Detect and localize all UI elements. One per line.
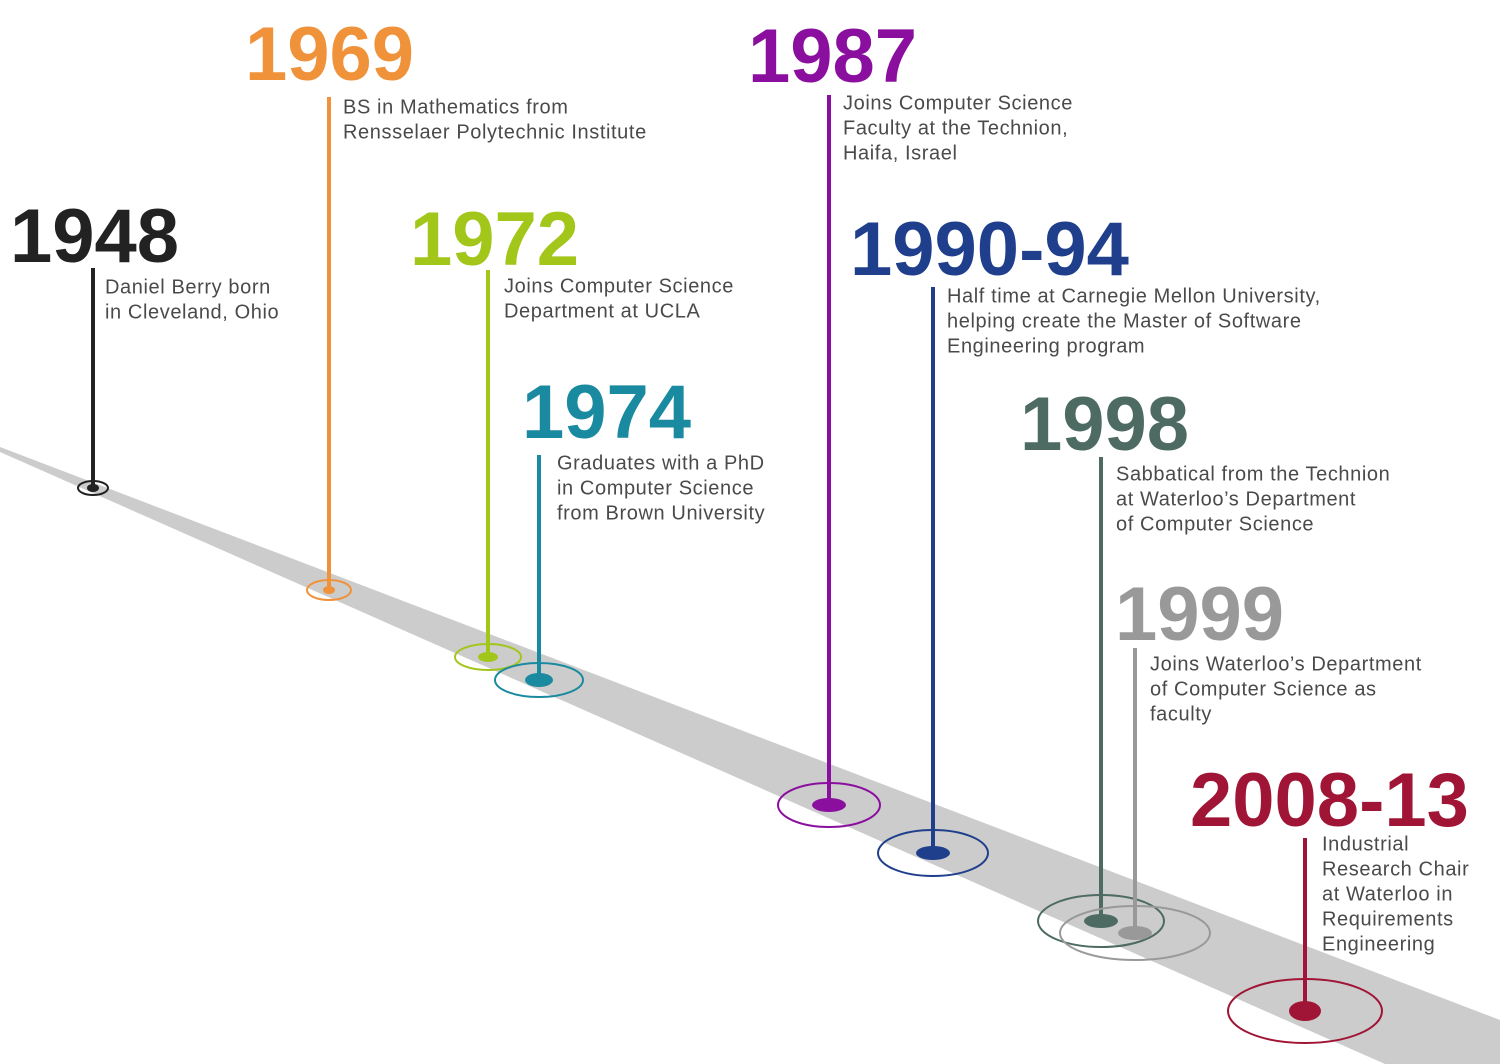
event-description: Department at UCLA: [504, 300, 700, 322]
event-dot: [1289, 1001, 1321, 1021]
event-dot: [87, 484, 99, 492]
event-description: Requirements: [1322, 908, 1454, 930]
event-description: BS in Mathematics from: [343, 96, 569, 118]
event-description: from Brown University: [557, 502, 765, 524]
event-year: 1990-94: [850, 207, 1129, 292]
event-description: Joins Waterloo’s Department: [1150, 653, 1422, 675]
event-description: helping create the Master of Software: [947, 310, 1302, 332]
event-dot: [916, 846, 950, 860]
event-description: Half time at Carnegie Mellon University,: [947, 285, 1321, 307]
event-year: 1969: [245, 12, 414, 97]
event-description: Engineering program: [947, 335, 1145, 357]
event-description: in Computer Science: [557, 477, 754, 499]
event-description: Sabbatical from the Technion: [1116, 463, 1390, 485]
event-description: Rensselaer Polytechnic Institute: [343, 121, 647, 143]
event-year: 1999: [1115, 572, 1284, 657]
event-description: Industrial: [1322, 833, 1409, 855]
event-description: Graduates with a PhD: [557, 452, 765, 474]
event-year: 1974: [522, 370, 691, 455]
event-description: faculty: [1150, 703, 1212, 725]
event-dot: [478, 652, 498, 662]
event-year: 1972: [410, 197, 579, 282]
event-description: of Computer Science: [1116, 513, 1314, 535]
event-year: 1998: [1020, 382, 1189, 467]
event-year: 1948: [10, 194, 179, 279]
event-description: Daniel Berry born: [105, 276, 271, 298]
timeline-road: [0, 447, 1500, 1064]
event-description: Engineering: [1322, 933, 1435, 955]
event-dot: [1084, 914, 1118, 928]
event-description: at Waterloo in: [1322, 883, 1453, 905]
event-description: Joins Computer Science: [843, 92, 1073, 114]
event-description: Faculty at the Technion,: [843, 117, 1068, 139]
event-description: at Waterloo’s Department: [1116, 488, 1356, 510]
event-description: Haifa, Israel: [843, 142, 958, 164]
event-dot: [1118, 926, 1152, 940]
event-dot: [323, 586, 335, 594]
event-year: 1987: [748, 14, 917, 99]
event-year: 2008-13: [1190, 758, 1469, 843]
event-description: in Cleveland, Ohio: [105, 301, 279, 323]
event-dot: [812, 798, 846, 812]
event-dot: [525, 673, 553, 687]
event-description: Research Chair: [1322, 858, 1469, 880]
event-description: of Computer Science as: [1150, 678, 1377, 700]
event-description: Joins Computer Science: [504, 275, 734, 297]
